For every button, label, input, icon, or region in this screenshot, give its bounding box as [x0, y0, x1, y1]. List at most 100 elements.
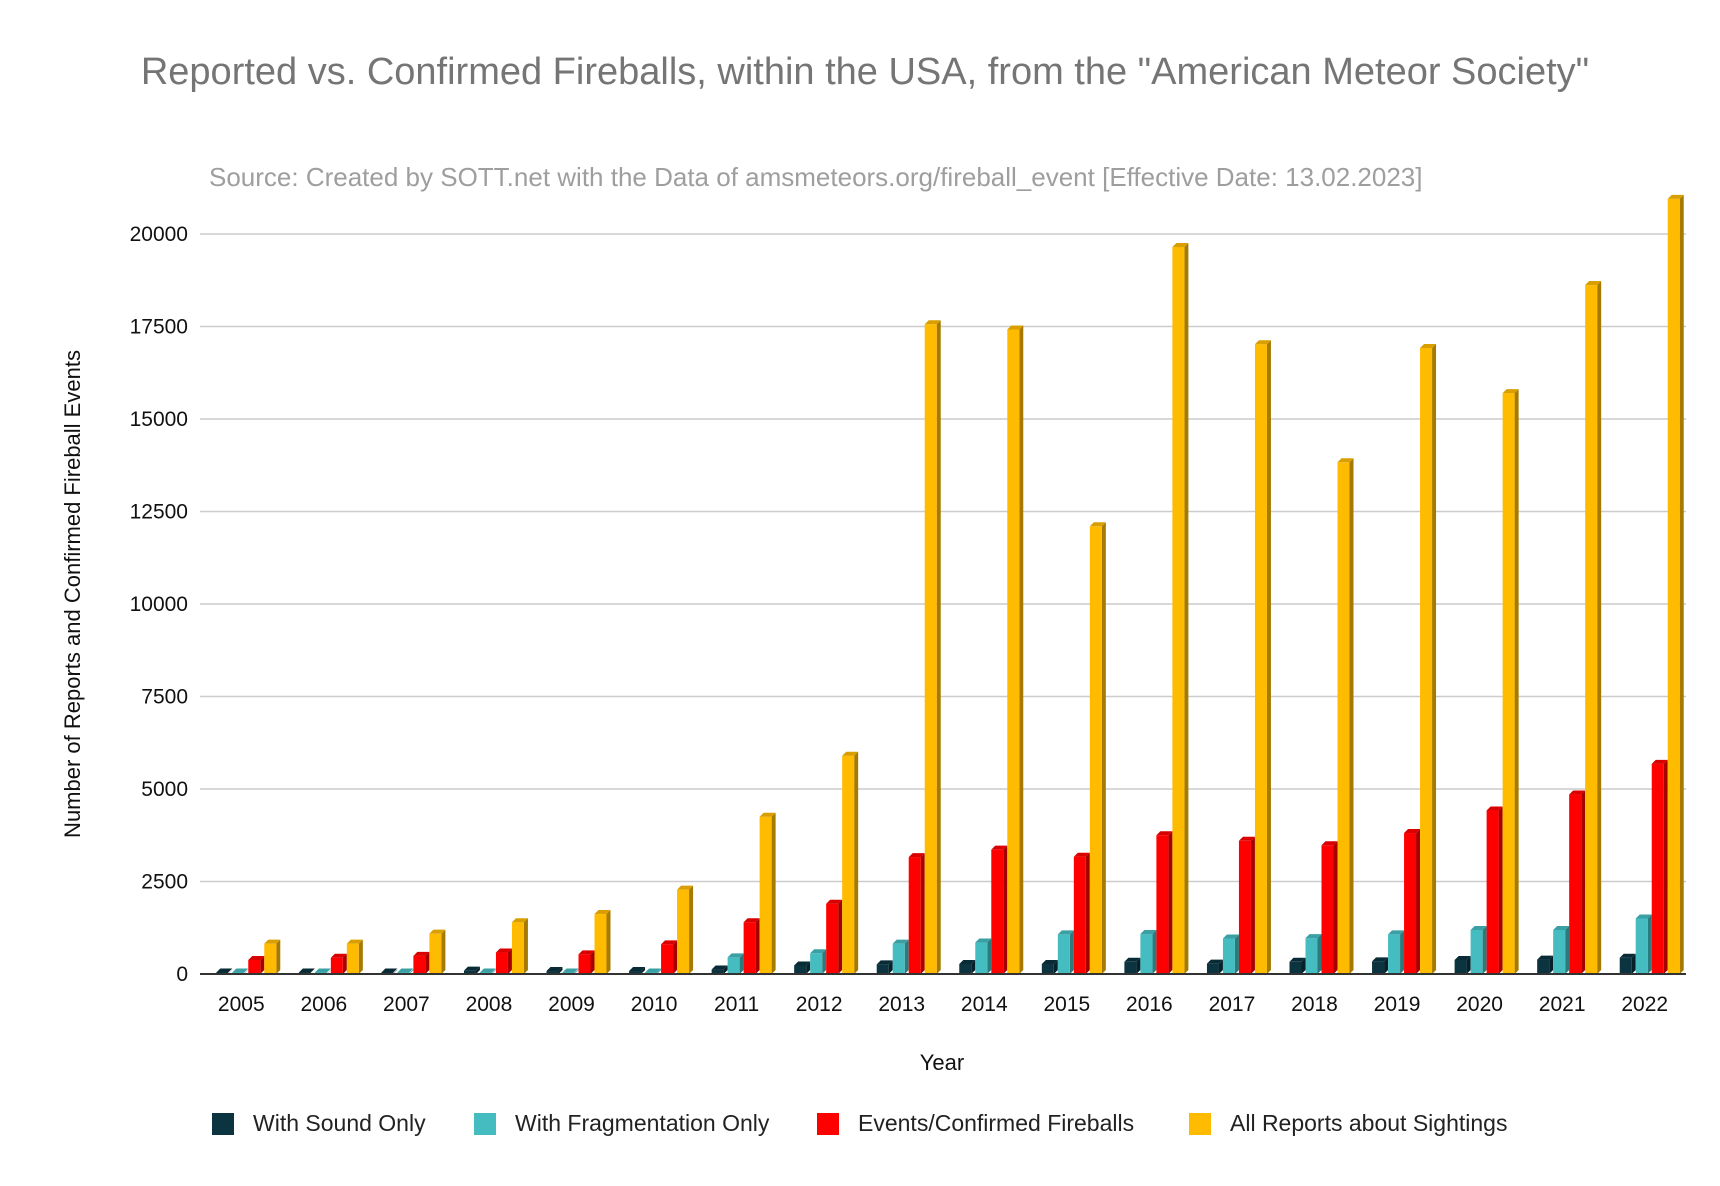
bar-face — [1222, 938, 1235, 974]
bar-top — [1651, 759, 1668, 764]
bar-face — [546, 971, 559, 974]
bar-side — [1019, 325, 1024, 975]
bar-top — [429, 929, 446, 934]
bar-events-confirmed-fireballs-2012 — [826, 899, 843, 974]
legend-label: Events/Confirmed Fireballs — [858, 1110, 1134, 1136]
bar-face — [264, 943, 277, 974]
bar-face — [991, 849, 1004, 974]
x-axis-ticks: 2005 2006 2007 2008 2009 2010 2011 2012 2013 2014… — [218, 993, 1668, 1016]
bar-with-sound-only-2021 — [1537, 955, 1554, 974]
bar-side — [739, 953, 744, 974]
bar-side — [1514, 389, 1519, 975]
bar-side — [1152, 930, 1157, 974]
bar-face — [826, 903, 839, 974]
bar-side — [1384, 957, 1389, 974]
bar-events-confirmed-fireballs-2011 — [743, 918, 760, 974]
bar-side — [244, 969, 249, 974]
bar-all-reports-about-sightings-2006 — [346, 939, 363, 974]
bar-face — [924, 324, 937, 974]
bar-face — [1537, 959, 1550, 974]
bar-side — [475, 966, 480, 974]
bar-side — [1053, 960, 1058, 974]
bar-top — [1156, 831, 1173, 836]
bar-all-reports-about-sightings-2009 — [594, 910, 611, 974]
bar-events-confirmed-fireballs-2006 — [330, 953, 347, 974]
x-tick-label: 2007 — [383, 993, 430, 1016]
bar-with-sound-only-2018 — [1289, 957, 1306, 974]
bar-top — [1041, 960, 1058, 965]
bar-side — [326, 969, 331, 974]
bar-top — [842, 751, 859, 756]
bar-top — [1635, 914, 1652, 919]
bar-side — [1266, 340, 1271, 974]
bar-events-confirmed-fireballs-2022 — [1651, 759, 1668, 974]
bar-top — [594, 910, 611, 915]
y-tick-label: 0 — [176, 963, 188, 986]
bar-side — [1168, 831, 1173, 974]
bar-top — [959, 960, 976, 965]
bar-top — [463, 966, 480, 971]
bar-with-fragmentation-only-2012 — [810, 949, 827, 974]
bar-face — [495, 952, 508, 974]
bar-top — [1073, 852, 1090, 857]
bar-all-reports-about-sightings-2011 — [759, 812, 776, 974]
x-tick-label: 2017 — [1209, 993, 1256, 1016]
bar-face — [1156, 835, 1169, 974]
bar-face — [578, 954, 591, 974]
x-tick-label: 2013 — [878, 993, 925, 1016]
bar-face — [1289, 961, 1302, 974]
bar-top — [1222, 934, 1239, 939]
bar-with-fragmentation-only-2017 — [1222, 934, 1239, 974]
bar-top — [991, 845, 1008, 850]
bar-all-reports-about-sightings-2021 — [1585, 281, 1602, 974]
bar-top — [1569, 790, 1586, 795]
bar-top — [975, 938, 992, 943]
bar-top — [892, 939, 909, 944]
x-tick-label: 2020 — [1456, 993, 1503, 1016]
bar-face — [1404, 833, 1417, 974]
y-tick-label: 7500 — [141, 686, 188, 709]
bar-face — [1073, 856, 1086, 974]
bar-top — [1585, 281, 1602, 286]
bar-face — [810, 953, 823, 974]
x-tick-label: 2012 — [796, 993, 843, 1016]
bar-face — [1454, 959, 1467, 974]
bar-side — [507, 948, 512, 974]
bar-top — [1537, 955, 1554, 960]
bar-top — [1172, 242, 1189, 247]
bar-events-confirmed-fireballs-2005 — [248, 955, 265, 974]
bar-with-sound-only-2015 — [1041, 960, 1058, 974]
bar-top — [876, 960, 893, 965]
bar-side — [1549, 955, 1554, 974]
bar-top — [1007, 325, 1024, 330]
x-tick-label: 2016 — [1126, 993, 1173, 1016]
bar-face — [1635, 918, 1648, 974]
bar-face — [1470, 929, 1483, 974]
bars — [216, 194, 1684, 975]
bar-side — [771, 812, 776, 974]
bar-top — [810, 949, 827, 954]
bar-events-confirmed-fireballs-2007 — [413, 951, 430, 974]
legend-label: With Sound Only — [253, 1110, 426, 1136]
bar-events-confirmed-fireballs-2013 — [908, 853, 925, 974]
bar-with-sound-only-2012 — [794, 961, 811, 974]
bar-side — [1333, 841, 1338, 974]
bar-side — [1184, 242, 1189, 974]
bar-with-sound-only-2017 — [1206, 959, 1223, 974]
bar-side — [904, 939, 909, 974]
bar-top — [1089, 522, 1106, 527]
bar-top — [1667, 194, 1684, 199]
bar-side — [822, 949, 827, 974]
bar-top — [1124, 957, 1141, 962]
bar-top — [1206, 959, 1223, 964]
bar-top — [562, 968, 579, 973]
bar-events-confirmed-fireballs-2015 — [1073, 852, 1090, 974]
bar-side — [1498, 806, 1503, 974]
bar-top — [759, 812, 776, 817]
bar-top — [1454, 955, 1471, 960]
bar-top — [1372, 957, 1389, 962]
legend-swatch — [817, 1113, 839, 1135]
bar-all-reports-about-sightings-2008 — [511, 918, 528, 974]
bar-top — [1238, 836, 1255, 841]
